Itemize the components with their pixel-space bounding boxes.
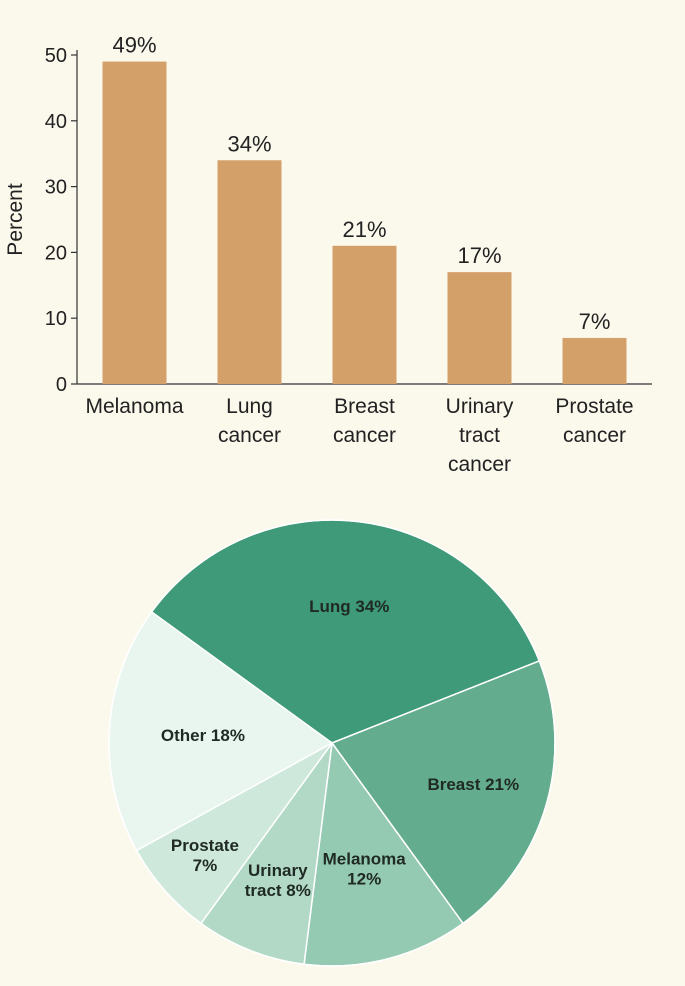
x-category-label: Prostate — [555, 395, 633, 418]
x-category-label: Breast — [334, 395, 395, 418]
x-category-label: Melanoma — [85, 395, 183, 418]
bar — [332, 245, 397, 384]
bar — [102, 61, 167, 385]
bar — [562, 337, 627, 384]
x-category-label: cancer — [218, 424, 281, 447]
x-category-label: cancer — [448, 453, 511, 476]
pie-slice-label: 7% — [193, 856, 218, 875]
bar — [217, 160, 282, 384]
pie-slice-label: Breast 21% — [427, 775, 519, 794]
y-axis-label: Percent — [4, 183, 27, 256]
y-tick-label: 50 — [45, 45, 67, 67]
bar-data-label: 21% — [342, 217, 386, 242]
y-tick-label: 40 — [45, 111, 67, 133]
y-tick-label: 10 — [45, 308, 67, 330]
bar-data-label: 49% — [112, 33, 156, 58]
y-tick-label: 30 — [45, 177, 67, 199]
y-tick-label: 20 — [45, 242, 67, 264]
x-category-label: cancer — [563, 424, 626, 447]
pie-outline — [108, 519, 556, 967]
x-category-label: cancer — [333, 424, 396, 447]
pie-slice-label: Melanoma — [323, 849, 407, 868]
pie-slice-label: Other 18% — [161, 726, 245, 745]
x-category-label: Lung — [226, 395, 273, 418]
pie-slice-label: 12% — [347, 869, 381, 888]
y-tick-label: 0 — [56, 374, 67, 396]
pie-slice-label: Lung 34% — [309, 597, 389, 616]
bar — [447, 272, 512, 384]
bar-chart: 0 10 20 30 40 50 Percent 49% Melanoma 34% Lung canc… — [4, 33, 652, 476]
bar-data-label: 17% — [457, 243, 501, 268]
pie-slice-label: Urinary — [248, 861, 308, 880]
bar-data-label: 34% — [227, 131, 271, 156]
bar-data-label: 7% — [579, 309, 611, 334]
x-category-label: Urinary — [446, 395, 514, 418]
pie-slice-label: Prostate — [171, 836, 239, 855]
pie-slice-label: tract 8% — [245, 881, 311, 900]
x-category-label: tract — [459, 424, 500, 447]
